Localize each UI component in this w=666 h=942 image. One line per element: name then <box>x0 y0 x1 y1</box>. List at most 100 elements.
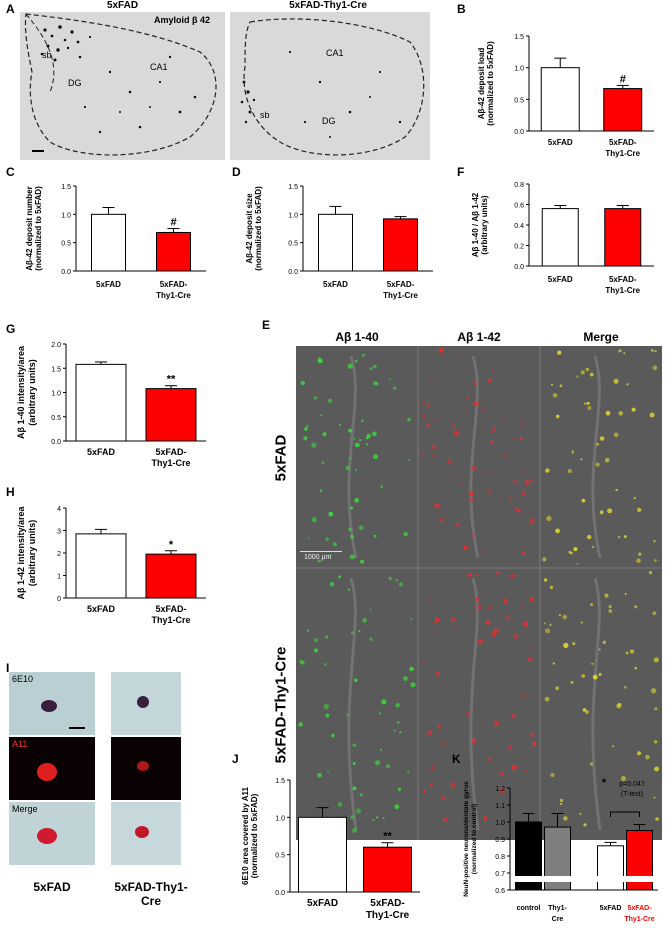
plaque-dot <box>563 642 569 648</box>
plaque-dot <box>381 699 387 705</box>
plaque-dot <box>365 443 368 446</box>
panel-e-col-ab142: Aβ 1-42 <box>457 330 501 344</box>
y-axis-label: (normalized to control) <box>471 804 478 874</box>
plaque-dot <box>493 628 499 634</box>
x-category-label: Thy1-Cre <box>366 910 410 921</box>
plaque-dot <box>453 430 459 436</box>
y-tick-label: 1.5 <box>61 184 71 191</box>
plaque-dot <box>550 772 555 778</box>
plaque-dot <box>345 465 350 470</box>
plaque-dot <box>359 439 362 442</box>
x-category-label: 5xFAD <box>548 275 573 284</box>
panel-a-title-5xfad: 5xFAD <box>106 0 139 11</box>
plaque-dot <box>382 817 385 819</box>
plaque-dot <box>633 497 636 500</box>
plaque-dot <box>640 783 644 787</box>
plaque-dot <box>307 537 310 540</box>
plaque-dot <box>555 528 560 534</box>
plaque-dot <box>347 588 351 591</box>
plaque-dot <box>617 350 620 353</box>
bar <box>91 213 126 272</box>
cell-a11-5xfad: A11 <box>9 737 95 800</box>
tissue-contour <box>347 355 358 559</box>
plaque-dot <box>573 547 578 552</box>
region-dg-left: DG <box>68 78 82 88</box>
cell-deposit <box>135 826 149 838</box>
plaque-dot <box>354 359 358 363</box>
panel-label-b: B <box>457 2 466 16</box>
plaque-dot <box>512 633 519 639</box>
plaque-dot <box>543 578 548 582</box>
plaque-dot <box>571 450 574 453</box>
y-tick-label: 1.0 <box>514 66 524 73</box>
plaque-dot <box>467 573 472 577</box>
plaque-dot <box>403 531 408 537</box>
tissue-contour <box>469 577 480 831</box>
chart-h: 0 1 2 3 4 Aβ 1-42 intensity/area (arbitrary un… <box>16 505 206 625</box>
plaque-dot <box>358 525 364 531</box>
plaque-dot <box>579 812 582 815</box>
y-tick-label: 0.5 <box>275 853 285 860</box>
micrograph-thy1cre-amyloid: CA1 sb DG <box>230 12 430 160</box>
plaque-dot <box>522 470 525 473</box>
y-axis-label: (arbitrary units) <box>480 195 489 254</box>
y-axis-label: (normalized to 5xFAD) <box>34 186 43 271</box>
plaque-dot <box>583 402 587 405</box>
y-tick-label: 1.5 <box>51 366 61 373</box>
panel-e-row-5xfad: 5xFAD <box>272 434 290 482</box>
cell-deposit <box>37 828 57 844</box>
plaque-dot <box>471 466 474 469</box>
x-category-label: 5xFAD <box>307 898 338 909</box>
y-tick-label: 4 <box>57 506 61 513</box>
plaque-dot <box>319 489 323 492</box>
plaque-dot <box>408 459 411 462</box>
cell-6e10-5xfad: 6E10 <box>9 672 95 735</box>
plaque-dot <box>325 713 330 718</box>
bar <box>541 208 579 267</box>
panel-label-e: E <box>262 318 271 332</box>
chart-d: 0.0 0.5 1.0 1.5 Aβ-42 deposit size (normalize… <box>245 184 433 300</box>
plaque-dot <box>303 436 308 441</box>
plaque-dot <box>604 458 610 463</box>
y-tick-label: 1.0 <box>51 391 61 398</box>
y-tick-label: 2 <box>57 551 61 558</box>
plaque-dot <box>348 428 352 433</box>
plaque-dot <box>473 381 477 386</box>
stain-label: Amyloid β 42 <box>154 15 211 25</box>
plaque-dot <box>605 410 611 416</box>
plaque-dot <box>613 378 619 384</box>
chart-c: 0.0 0.5 1.0 1.5 Aβ-42 deposit number (normali… <box>25 184 206 300</box>
plaque-dot <box>430 782 433 786</box>
plaque-dot <box>311 442 317 448</box>
plaque-dot <box>350 815 355 820</box>
plaque-dot <box>375 760 380 766</box>
plaque-dot <box>339 423 342 426</box>
plaque-dot <box>475 573 479 576</box>
plaque-dot <box>612 745 615 748</box>
plaque-dot <box>475 597 479 602</box>
plaque-dot <box>532 742 537 746</box>
significance-star: * <box>602 777 607 789</box>
plaque-dot <box>358 629 361 633</box>
y-tick-label: 0.8 <box>514 182 524 189</box>
plaque-dot <box>602 640 607 645</box>
plaque-dot <box>361 353 365 357</box>
plaque-dot <box>637 751 642 756</box>
plaque-dot <box>472 401 478 407</box>
panel-a-title-thy1cre: 5xFAD-Thy1-Cre <box>289 0 367 11</box>
plaque-dot <box>572 642 576 645</box>
plaque-dot <box>487 378 492 383</box>
panel-i-group-thy1cre: 5xFAD-Thy1-Cre <box>114 880 188 908</box>
y-axis-label: Aβ 1-40 intensity/area <box>16 345 26 439</box>
y-axis-label: Aβ 1-40 / Aβ 1-42 <box>471 192 480 257</box>
plaque-dot <box>327 398 333 403</box>
plaque-dot <box>394 804 400 810</box>
plaque-dot <box>337 802 343 807</box>
y-tick-label: 1.0 <box>275 815 285 822</box>
plaque-dot <box>585 367 590 372</box>
panel-label-h: H <box>6 485 15 499</box>
significance-marker: # <box>620 73 626 85</box>
plaque-dot <box>318 357 321 359</box>
fluorescence-svg <box>296 346 662 840</box>
plaque-dot <box>598 648 601 651</box>
